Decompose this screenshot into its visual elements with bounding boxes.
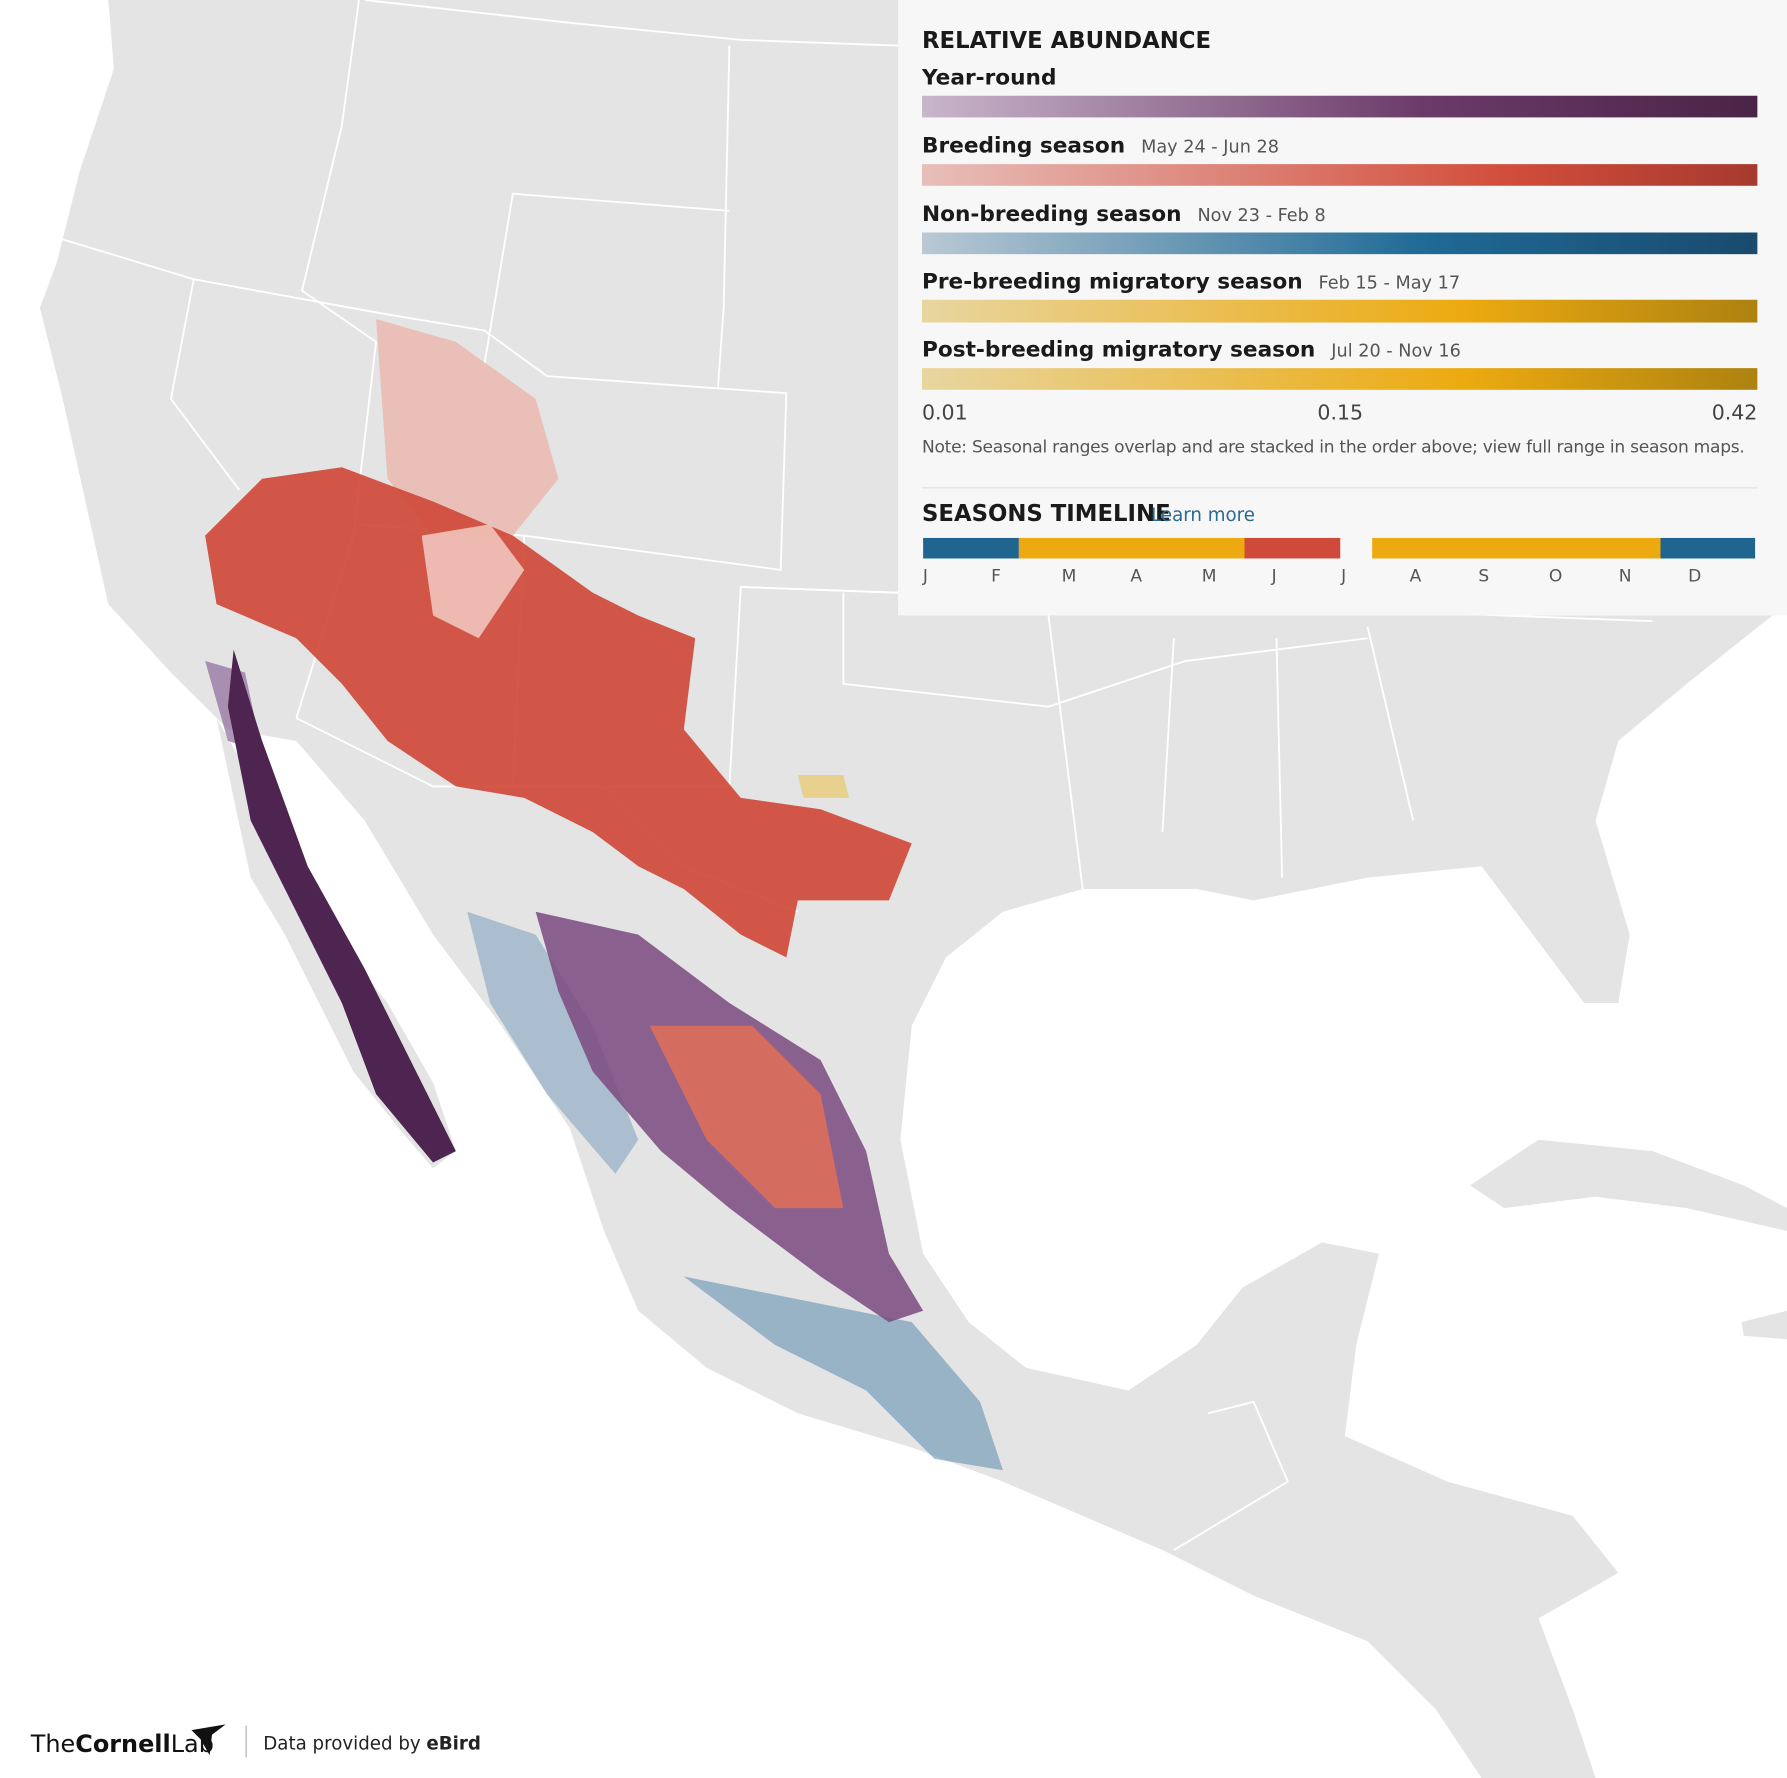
month-label: M <box>1062 566 1077 586</box>
month-label: A <box>1410 566 1422 586</box>
logo-text: The <box>30 1730 75 1758</box>
season-dates: Nov 23 - Feb 8 <box>1197 206 1325 226</box>
month-label: J <box>1340 566 1346 586</box>
pre-breeding-bar <box>921 299 1758 323</box>
year-round-bar <box>921 95 1758 118</box>
month-label: F <box>991 566 1001 586</box>
month-label: O <box>1549 566 1562 586</box>
month-label: A <box>1130 566 1142 586</box>
learn-more-link[interactable]: Learn more <box>1151 505 1255 526</box>
season-label: Breeding season May 24 - Jun 28 <box>922 134 1279 159</box>
month-label: N <box>1619 566 1632 586</box>
cornell-logo: TheCornellLab <box>30 1730 214 1758</box>
credit-source[interactable]: eBird <box>426 1734 481 1755</box>
month-label: S <box>1478 566 1489 586</box>
month-label: D <box>1688 566 1701 586</box>
timeline-bar <box>923 537 1756 559</box>
breeding-bar <box>921 164 1758 186</box>
post-breeding-bar <box>921 368 1758 390</box>
month-label: J <box>922 566 928 586</box>
season-dates: Jul 20 - Nov 16 <box>1330 342 1461 362</box>
non-breeding-bar <box>921 232 1758 255</box>
legend-title: RELATIVE ABUNDANCE <box>922 28 1211 54</box>
scale-label: 0.42 <box>1712 400 1758 424</box>
legend-note: Note: Seasonal ranges overlap and are st… <box>922 437 1745 457</box>
season-name: Pre-breeding migratory season <box>922 269 1303 294</box>
scale-label: 0.15 <box>1317 400 1363 424</box>
season-label: Pre-breeding migratory season Feb 15 - Ma… <box>922 269 1460 294</box>
credit: Data provided by eBird <box>263 1734 481 1755</box>
season-dates: Feb 15 - May 17 <box>1319 273 1461 293</box>
logo-text: Cornell <box>75 1730 170 1758</box>
season-dates: May 24 - Jun 28 <box>1141 138 1279 158</box>
credit-text: Data provided by <box>263 1734 421 1755</box>
logo-bird <box>191 1724 226 1756</box>
scale-label: 0.01 <box>922 400 968 424</box>
season-name: Non-breeding season <box>922 202 1182 227</box>
timeline-title: SEASONS TIMELINE <box>922 501 1171 527</box>
abundance-range <box>205 319 1003 1471</box>
month-label: J <box>1271 566 1277 586</box>
season-name: Breeding season <box>922 134 1125 159</box>
season-name: Year-round <box>921 65 1056 90</box>
season-label: Non-breeding season Nov 23 - Feb 8 <box>922 202 1326 227</box>
month-label: M <box>1202 566 1217 586</box>
season-name: Post-breeding migratory season <box>922 338 1315 363</box>
season-label: Post-breeding migratory season Jul 20 - N… <box>922 338 1461 363</box>
